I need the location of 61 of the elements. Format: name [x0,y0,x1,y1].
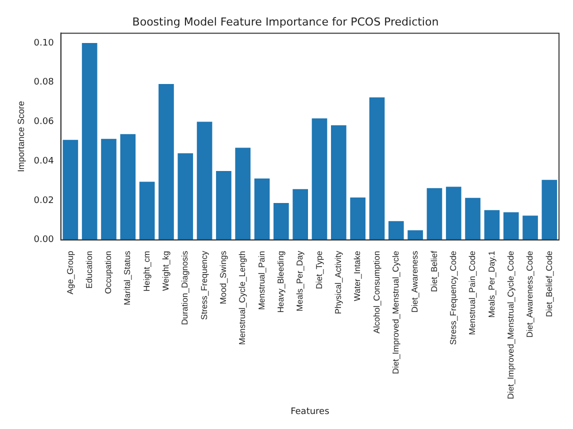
bar [503,212,519,240]
x-tick-label: Height_cm [141,250,152,292]
x-tick-label: Alcohol_Consumption [371,250,382,334]
x-tick-label: Education [84,250,94,289]
bar [235,148,251,240]
x-tick-label: Diet_Type [314,250,324,290]
bar [196,122,212,240]
bar [139,182,155,240]
bar [101,138,116,240]
bar [62,140,78,240]
x-tick-label: Stress_Frequency [198,250,209,320]
bar [216,170,232,240]
y-tick-label: 0.10 [34,38,54,48]
y-axis-title: Importance Score [16,101,26,172]
x-tick-label: Heavy_Bleeding [276,250,286,313]
y-tick-label: 0.08 [34,78,54,88]
x-tick-label: Occupation [103,250,114,294]
x-tick-label: Duration_Diagnosis [180,250,190,326]
x-tick-label: Diet_Belief [428,250,439,292]
bar [312,118,328,240]
x-tick-label: Menstrual_Pain_Code [467,250,478,335]
x-tick-label: Meals_Per_Day.1 [486,250,496,318]
bar [369,97,385,240]
x-tick-label: Diet_Improved_Menstrual_Cycle_Code [505,250,516,400]
bar [120,134,136,240]
bar [82,43,98,240]
bar [158,84,174,240]
y-tick-label: 0.04 [34,156,54,166]
bar [178,153,194,240]
bar [522,216,538,240]
x-tick-label: Diet_Awareness_Code [524,250,535,338]
x-tick-label: Weight_kg [160,250,171,291]
bar [292,189,308,240]
bar [542,180,558,240]
x-tick-label: Mood_Swings [218,250,228,304]
bar [465,198,480,240]
x-tick-label: Stress_Frequency_Code [448,250,458,345]
bar [274,203,289,240]
x-axis-title: Features [290,406,330,417]
bar [350,198,366,240]
bar [408,230,423,240]
x-tick-label: Menstrual_Cycle_Length [237,250,248,345]
bar [446,186,462,240]
y-tick-label: 0.00 [34,235,54,246]
bar [484,210,500,240]
x-tick-label: Water_Intake [352,250,362,302]
bar [330,125,346,240]
x-tick-label: Meals_Per_Day [294,250,305,312]
x-tick-label: Marital_Status [122,250,132,306]
x-tick-label: Diet_Belief_Code [544,250,554,318]
chart-title: Boosting Model Feature Importance for PCOS Prediction [132,15,439,28]
bar [426,188,442,240]
x-tick-label: Diet_Improved_Menstrual_Cycle [390,250,400,374]
x-tick-label: Diet_Awareness [410,250,420,313]
x-tick-label: Age_Group [64,250,75,294]
y-tick-label: 0.06 [34,117,54,128]
x-tick-label: Menstrual_Pain [256,250,266,310]
bar [388,221,404,240]
y-tick-label: 0.02 [34,196,54,206]
x-tick-label: Physical_Activity [333,250,344,314]
bar [254,178,270,240]
